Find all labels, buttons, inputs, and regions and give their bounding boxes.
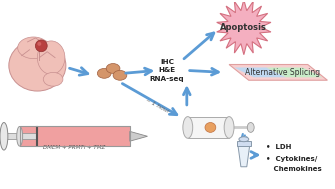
Ellipse shape bbox=[183, 117, 193, 138]
Circle shape bbox=[36, 40, 47, 52]
Text: DMEM + PRMTi + TMZ: DMEM + PRMTi + TMZ bbox=[43, 145, 105, 150]
Polygon shape bbox=[238, 145, 250, 167]
Ellipse shape bbox=[17, 126, 23, 146]
Text: •  Cytokines/: • Cytokines/ bbox=[266, 156, 318, 162]
Polygon shape bbox=[6, 133, 38, 139]
Polygon shape bbox=[188, 117, 229, 138]
Ellipse shape bbox=[247, 122, 254, 132]
Polygon shape bbox=[234, 67, 286, 77]
Text: •  LDH: • LDH bbox=[266, 144, 292, 150]
Ellipse shape bbox=[205, 122, 216, 132]
Ellipse shape bbox=[9, 40, 66, 91]
Polygon shape bbox=[130, 131, 147, 141]
Ellipse shape bbox=[113, 70, 127, 80]
Ellipse shape bbox=[18, 37, 49, 59]
Polygon shape bbox=[229, 64, 327, 80]
Ellipse shape bbox=[106, 64, 120, 73]
Polygon shape bbox=[237, 141, 251, 146]
Ellipse shape bbox=[239, 137, 249, 142]
Ellipse shape bbox=[224, 117, 234, 138]
Ellipse shape bbox=[38, 41, 65, 74]
Polygon shape bbox=[20, 126, 130, 146]
Text: Apoptosis: Apoptosis bbox=[220, 23, 267, 32]
Polygon shape bbox=[266, 67, 323, 77]
Ellipse shape bbox=[97, 68, 111, 78]
Text: IHC
H&E
RNA-seq: IHC H&E RNA-seq bbox=[150, 59, 185, 82]
Ellipse shape bbox=[0, 122, 8, 150]
Text: Alternative Splicing: Alternative Splicing bbox=[245, 68, 320, 77]
Circle shape bbox=[38, 42, 41, 46]
Ellipse shape bbox=[43, 72, 63, 86]
Polygon shape bbox=[217, 0, 271, 55]
Text: Chemokines: Chemokines bbox=[266, 166, 322, 172]
Text: ~ 1 hour: ~ 1 hour bbox=[145, 98, 170, 114]
